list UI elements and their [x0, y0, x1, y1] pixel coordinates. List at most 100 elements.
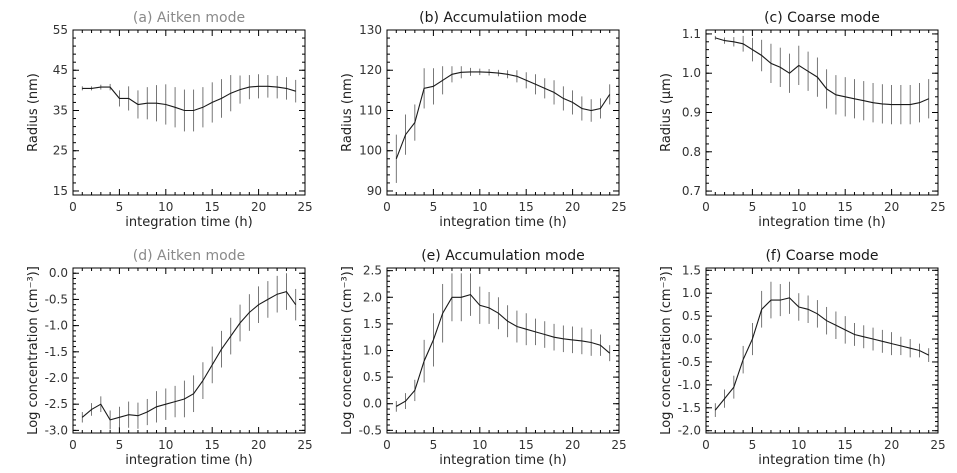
y-tick-label: -2.0	[45, 371, 68, 385]
y-tick-label: -1.5	[45, 345, 68, 359]
y-axis-label: Radius (µm)	[659, 73, 674, 152]
x-tick-label: 25	[297, 200, 312, 214]
y-tick-label: 0.5	[682, 309, 701, 323]
x-tick-label: 0	[383, 200, 391, 214]
y-tick-label: 1.5	[682, 263, 701, 277]
plot-frame	[72, 267, 306, 434]
panel-title: (f) Coarse mode	[765, 248, 878, 264]
x-tick-label: 10	[791, 200, 806, 214]
x-tick-label: 15	[838, 200, 853, 214]
x-tick-label: 15	[838, 438, 853, 452]
y-tick-label: 100	[359, 144, 382, 158]
plot-frame	[386, 267, 620, 434]
y-tick-label: -1.5	[678, 401, 701, 415]
y-tick-label: 1.0	[682, 66, 701, 80]
y-tick-label: -1.0	[678, 378, 701, 392]
x-tick-label: 25	[930, 438, 945, 452]
x-tick-label: 20	[251, 200, 266, 214]
x-tick-label: 15	[519, 438, 534, 452]
x-tick-label: 15	[205, 200, 220, 214]
x-tick-label: 20	[884, 200, 899, 214]
y-tick-label: 2.0	[363, 290, 382, 304]
series-line	[81, 290, 297, 421]
x-tick-label: 10	[158, 200, 173, 214]
x-tick-label: 5	[749, 200, 757, 214]
panel-title: (d) Aitken mode	[133, 248, 245, 264]
y-axis-label: Log concentration (cm⁻³)]	[26, 266, 41, 435]
x-axis-label: integration time (h)	[758, 215, 885, 230]
panel-title: (c) Coarse mode	[764, 10, 880, 26]
x-tick-label: 10	[791, 438, 806, 452]
y-tick-label: 0.0	[363, 397, 382, 411]
series-line	[395, 71, 611, 159]
x-tick-label: 0	[702, 438, 710, 452]
series-line	[396, 293, 611, 407]
panel-title: (a) Aitken mode	[133, 10, 245, 26]
x-tick-label: 15	[519, 200, 534, 214]
y-axis-label: Radius (nm)	[26, 73, 41, 152]
x-tick-label: 10	[472, 200, 487, 214]
y-tick-label: -0.5	[678, 355, 701, 369]
x-tick-label: 5	[749, 438, 757, 452]
panel-a: 0 5 10 15 20 25 15 25 35 45 55 (a) Aitken mode integ…	[26, 10, 313, 230]
y-axis-label: Log concentration (cm⁻³)]	[340, 266, 355, 435]
y-tick-label: 2.5	[363, 264, 382, 278]
x-axis-label: integration time (h)	[125, 215, 252, 230]
plot-frame	[705, 29, 939, 196]
y-tick-label: 45	[53, 63, 68, 77]
x-tick-label: 10	[158, 438, 173, 452]
y-tick-label: 110	[359, 103, 382, 117]
y-tick-label: 90	[367, 184, 382, 198]
plot-frame	[386, 29, 620, 196]
y-tick-label: 55	[53, 23, 68, 37]
y-tick-label: 1.5	[363, 317, 382, 331]
y-axis-label: Log concentration (cm⁻³)]	[659, 266, 674, 435]
y-tick-label: 130	[359, 23, 382, 37]
x-tick-label: 25	[611, 438, 626, 452]
y-tick-label: 0.9	[682, 106, 701, 120]
y-tick-label: 25	[53, 144, 68, 158]
y-tick-label: 1.0	[682, 286, 701, 300]
panel-b: 0 5 10 15 20 25 90 100 110 120 130 (b) Accumulatiio…	[340, 10, 627, 230]
panel-title: (e) Accumulation mode	[421, 248, 585, 264]
x-tick-label: 25	[611, 200, 626, 214]
plot-frame	[72, 29, 306, 196]
panel-d: 0 5 10 15 20 25 0.0 -0.5 -1.0 -1.5 -2.0 -2.5 -3.0 (d)…	[26, 248, 313, 468]
y-tick-label: 120	[359, 63, 382, 77]
x-tick-label: 25	[297, 438, 312, 452]
x-tick-label: 10	[472, 438, 487, 452]
panel-c: 0 5 10 15 20 25 0.7 0.8 0.9 1.0 1.1 (c) Coarse mode…	[659, 10, 946, 230]
x-tick-label: 5	[430, 200, 438, 214]
x-tick-label: 25	[930, 200, 945, 214]
plot-frame	[705, 267, 939, 434]
x-tick-label: 20	[565, 438, 580, 452]
x-axis-label: integration time (h)	[125, 453, 252, 468]
y-tick-label: 0.7	[682, 184, 701, 198]
y-tick-label: -0.5	[45, 292, 68, 306]
y-tick-label: 0.5	[363, 370, 382, 384]
x-axis-label: integration time (h)	[758, 453, 885, 468]
x-tick-label: 0	[702, 200, 710, 214]
y-tick-label: 35	[53, 103, 68, 117]
panel-f: 0 5 10 15 20 25 1.5 1.0 0.5 0.0 -0.5 -1.0 -1.5 -2.0 (f…	[659, 248, 946, 468]
panel-e: 0 5 10 15 20 25 2.5 2.0 1.5 1.0 0.5 0.0 -0.5 (e) Accu…	[340, 248, 627, 468]
y-tick-label: -0.5	[359, 423, 382, 437]
y-tick-label: -3.0	[45, 423, 68, 437]
series-line	[714, 297, 929, 411]
x-tick-label: 20	[565, 200, 580, 214]
x-tick-label: 20	[251, 438, 266, 452]
x-tick-label: 0	[69, 200, 77, 214]
y-tick-label: 15	[53, 184, 68, 198]
y-tick-label: 0.0	[49, 266, 68, 280]
y-tick-label: 1.1	[682, 27, 701, 41]
x-tick-label: 20	[884, 438, 899, 452]
y-tick-label: -2.0	[678, 424, 701, 438]
y-tick-label: 0.0	[682, 332, 701, 346]
x-tick-label: 5	[116, 200, 124, 214]
series-line	[715, 37, 929, 106]
x-tick-label: 15	[205, 438, 220, 452]
x-axis-label: integration time (h)	[439, 215, 566, 230]
series-line	[82, 85, 296, 112]
x-tick-label: 0	[69, 438, 77, 452]
y-tick-label: -1.0	[45, 319, 68, 333]
